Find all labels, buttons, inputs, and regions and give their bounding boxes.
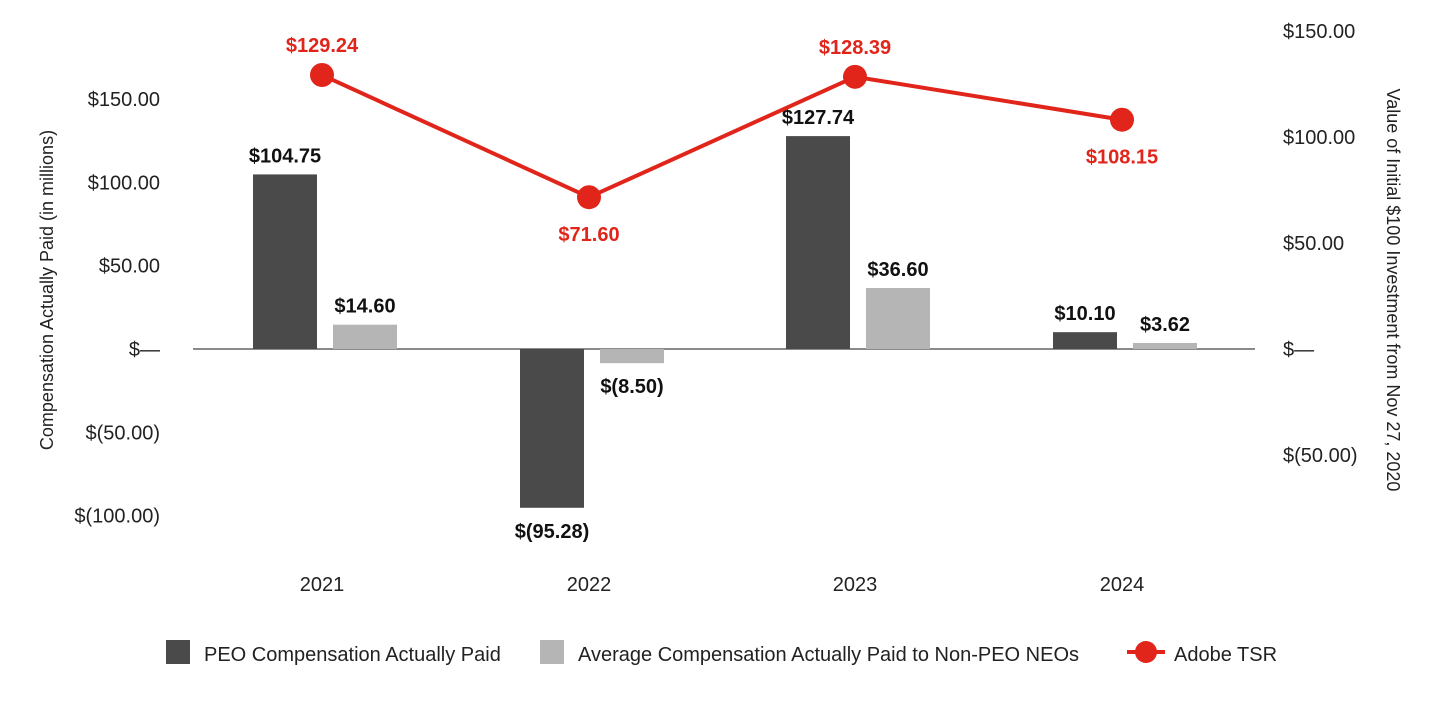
neo-bar [1133,342,1197,349]
neo-bar-label: $14.60 [334,296,395,318]
peo-bar [253,174,317,349]
tsr-point [843,64,867,89]
legend-label-peo: PEO Compensation Actually Paid [204,644,501,666]
peo-bar [786,136,850,349]
left-axis-tick-label: $50.00 [99,256,160,278]
x-axis-tick-label: 2021 [300,574,345,596]
right-axis-tick-label: $150.00 [1283,21,1355,43]
neo-bar [333,324,397,349]
peo-bar-label: $10.10 [1054,303,1115,325]
peo-bar-label: $(95.28) [515,521,590,543]
legend-label-tsr: Adobe TSR [1174,644,1277,666]
right-axis-tick-label: $— [1283,339,1314,361]
peo-bar [1053,332,1117,349]
left-axis-tick-label: $150.00 [88,89,160,111]
tsr-point [1110,107,1134,132]
x-axis-tick-label: 2022 [567,574,612,596]
bars: $104.75 $(95.28) $127.74 $10.10 $14.60 $(8.50… [249,107,1197,543]
right-axis-title: Value of Initial $100 Investment from No… [1383,89,1403,492]
legend-label-neo: Average Compensation Actually Paid to No… [578,644,1079,666]
tsr-series-line [321,73,1123,200]
right-axis-tick-label: $50.00 [1283,233,1344,255]
left-axis-title: Compensation Actually Paid (in millions) [37,130,57,450]
tsr-point-label: $71.60 [558,224,619,246]
right-axis: $150.00 $100.00 $50.00 $— $(50.00) [1283,21,1358,467]
tsr-line: $129.24 $71.60 $128.39 $108.15 [286,35,1158,246]
legend-swatch-tsr-marker [1135,641,1157,663]
tsr-point-label: $128.39 [819,37,891,59]
peo-bar-label: $127.74 [782,107,855,129]
legend-swatch-peo [166,640,190,664]
neo-bar-label: $3.62 [1140,314,1190,336]
tsr-point [310,63,334,88]
neo-bar [866,288,930,349]
neo-bar [600,349,664,364]
x-axis-tick-label: 2023 [833,574,878,596]
left-axis-tick-label: $(50.00) [86,422,161,444]
left-axis-tick-label: $— [129,339,160,361]
legend: PEO Compensation Actually Paid Average C… [166,640,1277,666]
left-axis-tick-label: $(100.00) [74,506,160,528]
peo-bar [520,349,584,508]
right-axis-tick-label: $100.00 [1283,127,1355,149]
x-axis-ticks: 2021 2022 2023 2024 [300,574,1145,596]
tsr-point-label: $108.15 [1086,147,1158,169]
peo-bar-label: $104.75 [249,145,321,167]
right-axis-tick-label: $(50.00) [1283,445,1358,467]
x-axis-tick-label: 2024 [1100,574,1145,596]
left-axis-tick-label: $100.00 [88,172,160,194]
tsr-point-label: $129.24 [286,35,359,57]
neo-bar-label: $36.60 [867,259,928,281]
legend-swatch-neo [540,640,564,664]
left-axis: $150.00 $100.00 $50.00 $— $(50.00) $(100.00) [74,89,160,528]
tsr-point [577,185,601,210]
neo-bar-label: $(8.50) [600,376,663,398]
